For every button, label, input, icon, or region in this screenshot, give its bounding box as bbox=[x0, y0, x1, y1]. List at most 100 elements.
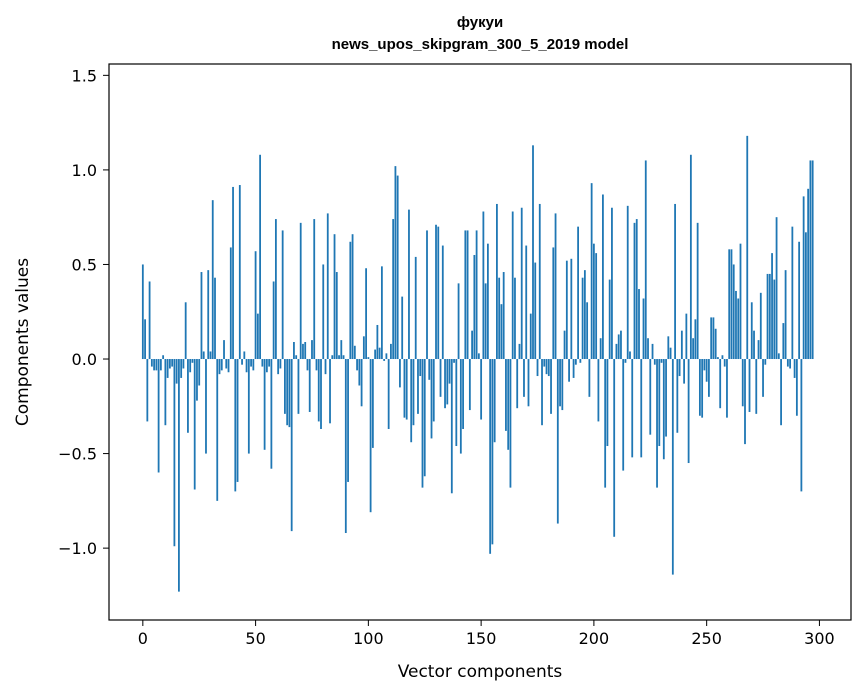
bar bbox=[710, 317, 713, 360]
bar bbox=[450, 359, 453, 494]
bar bbox=[534, 262, 537, 360]
bar bbox=[620, 330, 622, 360]
bar bbox=[482, 211, 485, 360]
bar bbox=[543, 359, 546, 367]
bar bbox=[225, 359, 228, 369]
bar bbox=[550, 359, 552, 414]
bar bbox=[302, 343, 304, 360]
bar bbox=[775, 217, 778, 360]
y-tick-label: 0.5 bbox=[72, 255, 97, 274]
bar bbox=[209, 351, 212, 360]
bar bbox=[232, 186, 234, 360]
bar bbox=[694, 319, 697, 360]
chart-subtitle: news_upos_skipgram_300_5_2019 model bbox=[332, 36, 629, 53]
bar bbox=[446, 359, 449, 405]
bar bbox=[164, 359, 167, 426]
bar bbox=[270, 359, 273, 469]
bar bbox=[238, 185, 241, 360]
bar bbox=[159, 359, 162, 371]
bar bbox=[602, 194, 604, 360]
bar bbox=[523, 359, 525, 397]
bar bbox=[241, 359, 243, 365]
bar bbox=[144, 319, 146, 360]
bar bbox=[428, 359, 431, 380]
bar bbox=[744, 359, 746, 445]
bar bbox=[644, 160, 647, 360]
bar bbox=[730, 249, 733, 360]
bar bbox=[574, 359, 577, 365]
bar bbox=[638, 289, 640, 360]
chart-title: фукуи bbox=[457, 14, 503, 31]
bar bbox=[701, 359, 704, 418]
bar bbox=[254, 251, 257, 360]
bar bbox=[746, 135, 749, 360]
bar bbox=[753, 330, 755, 360]
bar bbox=[356, 359, 358, 371]
x-tick-label: 50 bbox=[245, 629, 265, 648]
bar bbox=[721, 355, 724, 360]
bar bbox=[626, 205, 629, 360]
bar bbox=[581, 277, 584, 360]
x-axis-label: Vector components bbox=[398, 662, 563, 682]
bar bbox=[218, 359, 221, 375]
bar bbox=[554, 213, 557, 360]
bar bbox=[153, 359, 155, 371]
bar bbox=[773, 279, 776, 360]
bar bbox=[414, 256, 417, 360]
bar bbox=[263, 359, 266, 450]
bar bbox=[245, 359, 248, 373]
bar bbox=[689, 154, 692, 360]
bar bbox=[518, 343, 521, 360]
plot-frame bbox=[108, 63, 852, 621]
bar bbox=[532, 145, 534, 360]
bar bbox=[762, 359, 764, 397]
bar bbox=[647, 338, 649, 360]
bar bbox=[331, 355, 334, 360]
bar bbox=[529, 313, 532, 360]
bar bbox=[412, 359, 415, 426]
bar bbox=[187, 359, 189, 433]
bar bbox=[755, 359, 758, 414]
bar bbox=[514, 277, 516, 360]
bar bbox=[320, 359, 322, 429]
bar bbox=[311, 340, 313, 360]
y-tick-label: 1.0 bbox=[72, 161, 97, 180]
bar bbox=[173, 359, 176, 547]
bar bbox=[660, 359, 663, 363]
bar bbox=[313, 219, 316, 360]
bar bbox=[268, 359, 271, 367]
bar bbox=[367, 357, 370, 360]
bar bbox=[617, 334, 620, 360]
bar bbox=[211, 200, 214, 360]
bar bbox=[624, 359, 627, 363]
bar bbox=[380, 266, 383, 360]
bar bbox=[604, 359, 607, 488]
bar bbox=[304, 342, 307, 360]
bar bbox=[782, 323, 785, 360]
bar bbox=[565, 260, 568, 360]
y-ticks: −1.0 −0.5 0.0 0.5 1.0 1.5 bbox=[58, 66, 109, 558]
bar bbox=[441, 245, 444, 360]
bar bbox=[184, 302, 187, 360]
bar bbox=[272, 281, 275, 360]
bar bbox=[649, 359, 652, 435]
bar bbox=[396, 175, 399, 360]
bar bbox=[347, 359, 349, 482]
bar bbox=[493, 359, 496, 443]
bar bbox=[468, 359, 471, 411]
bar bbox=[457, 283, 460, 360]
bar bbox=[545, 359, 548, 375]
bar bbox=[484, 283, 487, 360]
bar bbox=[520, 207, 523, 360]
bar bbox=[243, 351, 246, 360]
bar bbox=[333, 234, 336, 360]
bar bbox=[804, 232, 807, 360]
bar bbox=[182, 359, 185, 369]
bar bbox=[360, 359, 363, 407]
bar bbox=[448, 359, 451, 384]
bar bbox=[536, 359, 539, 377]
bar bbox=[297, 359, 300, 414]
bar bbox=[392, 219, 395, 360]
bar bbox=[509, 359, 512, 488]
bar bbox=[205, 359, 207, 454]
